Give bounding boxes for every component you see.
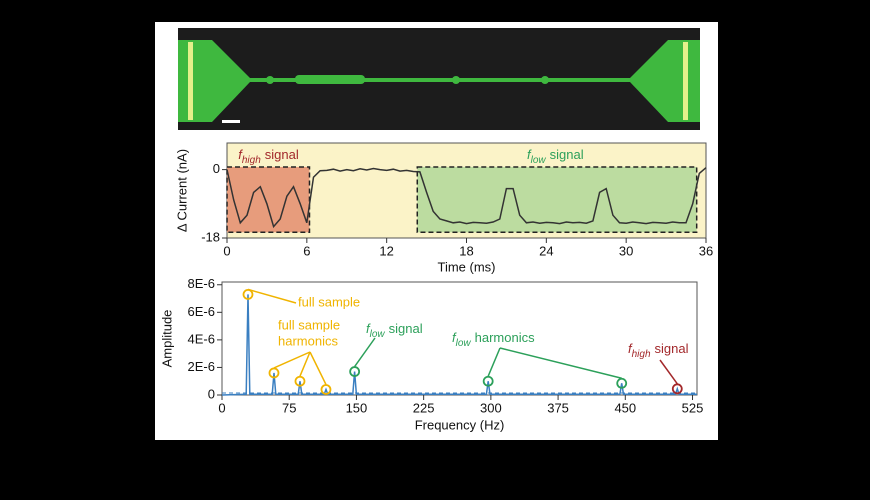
annotation-text: signal [550, 147, 584, 162]
peak-marker [268, 367, 280, 379]
x-tick-label: 225 [413, 400, 435, 415]
annotation: fhigh signal [238, 147, 299, 165]
x-tick-label: 450 [614, 400, 636, 415]
annotation-italic: f [628, 341, 633, 356]
annotation: flow signal [366, 321, 423, 339]
y-tick-label: 0 [208, 386, 215, 401]
line [221, 294, 697, 396]
annotation: flow signal [527, 147, 584, 165]
x-axis-label: Frequency (Hz) [415, 417, 505, 432]
x-tick-label: 300 [480, 400, 502, 415]
annotation-sub: low [531, 155, 547, 166]
y-tick-label: 4E-6 [188, 331, 215, 346]
annotation: harmonics [278, 333, 338, 348]
y-axis-label: Δ Current (nA) [174, 149, 189, 232]
x-tick-label: 30 [619, 243, 633, 258]
peak-marker [349, 366, 361, 377]
annotation-italic: f [527, 147, 532, 162]
x-tick-label: 24 [539, 243, 553, 258]
region [226, 166, 311, 234]
annotation-italic: f [238, 147, 243, 162]
annotation-sub: high [242, 155, 261, 166]
x-tick-label: 36 [699, 243, 713, 258]
annotation: flow harmonics [452, 330, 535, 348]
leader-line [309, 351, 327, 385]
annotation: fhigh signal [628, 341, 689, 359]
leader-line [299, 351, 311, 377]
leader-line [499, 347, 622, 380]
annotation-italic: f [366, 321, 371, 336]
y-axis-label: Amplitude [159, 310, 174, 368]
x-tick-label: 375 [547, 400, 569, 415]
peak-marker [320, 384, 332, 395]
region [416, 166, 698, 234]
annotation-italic: f [452, 330, 457, 345]
x-tick-label: 12 [379, 243, 393, 258]
annotation: full sample [278, 317, 340, 332]
x-tick-label: 0 [223, 243, 230, 258]
annotation-text: signal [655, 341, 689, 356]
leader-line [659, 359, 678, 385]
leader-line [247, 288, 297, 304]
y-tick-label: -18 [201, 229, 220, 244]
leader-line [487, 347, 501, 377]
peak-marker [482, 375, 494, 387]
annotation-sub: low [456, 338, 472, 349]
x-tick-label: 150 [346, 400, 368, 415]
peak-marker [294, 375, 306, 387]
x-tick-label: 525 [682, 400, 704, 415]
annotation-text: harmonics [475, 330, 535, 345]
annotation-sub: low [370, 329, 386, 340]
leader-line [354, 337, 376, 368]
y-tick-label: 0 [213, 161, 220, 176]
peak-marker [671, 383, 683, 395]
annotation: full sample [298, 294, 360, 309]
annotation-text: signal [389, 321, 423, 336]
x-tick-label: 6 [303, 243, 310, 258]
y-tick-label: 6E-6 [188, 304, 215, 319]
annotation-sub: high [632, 349, 651, 360]
y-tick-label: 8E-6 [188, 276, 215, 291]
x-tick-label: 18 [459, 243, 473, 258]
x-tick-label: 0 [218, 400, 225, 415]
x-tick-label: 75 [282, 400, 296, 415]
line [226, 167, 707, 229]
leader-line [273, 351, 311, 369]
micrograph [178, 28, 700, 130]
peak-marker [616, 377, 628, 389]
y-tick-label: 2E-6 [188, 359, 215, 374]
annotation-text: signal [265, 147, 299, 162]
x-axis-label: Time (ms) [437, 259, 495, 274]
